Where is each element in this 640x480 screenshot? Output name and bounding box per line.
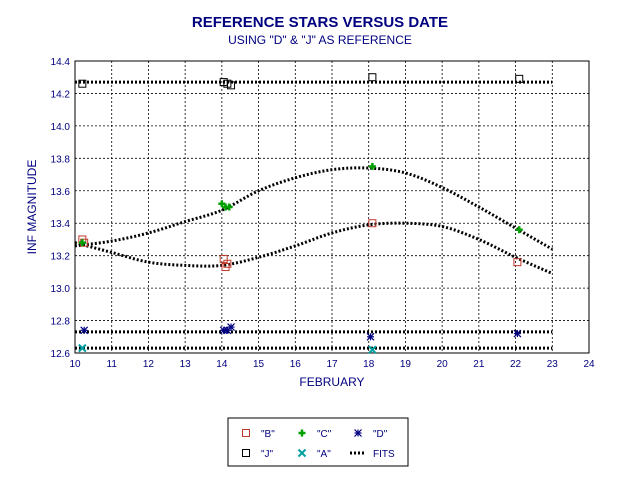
marker-square	[515, 74, 524, 83]
x-tick-label: 20	[437, 359, 449, 370]
legend-item: "D"	[354, 429, 388, 440]
y-tick-label: 12.6	[51, 349, 71, 360]
marker-square	[368, 219, 377, 228]
x-tick-label: 11	[107, 359, 118, 370]
legend-box	[227, 417, 409, 467]
x-tick-label: 23	[547, 359, 559, 370]
data-point	[227, 81, 236, 90]
fit-curve	[74, 166, 554, 251]
data-point	[368, 73, 377, 82]
y-tick-label: 14.2	[51, 89, 71, 100]
grid-lines	[75, 61, 589, 353]
x-tick-label: 12	[143, 359, 155, 370]
data-point	[78, 239, 86, 247]
x-tick-label: 10	[69, 359, 81, 370]
data-point	[513, 329, 522, 338]
data-point	[515, 226, 523, 234]
data-point	[513, 258, 522, 267]
y-tick-label: 13.4	[51, 219, 71, 230]
legend: "B" "C" "D" "J" "A" FITS	[227, 417, 409, 467]
data-point	[227, 323, 235, 331]
marker-x-b	[368, 345, 377, 354]
y-axis-ticks: 12.6 12.8 13.0 13.2 13.4 13.6 13.8 14.0 14.2 14.4	[51, 57, 71, 360]
data-point	[368, 345, 377, 354]
y-tick-label: 13.8	[51, 154, 71, 165]
legend-item: "A"	[297, 448, 331, 460]
legend-label: "D"	[373, 429, 388, 440]
legend-item: "J"	[242, 449, 274, 460]
marker-square	[223, 259, 232, 268]
marker-square	[368, 73, 377, 82]
data-point	[368, 219, 377, 228]
marker-square	[78, 79, 87, 88]
x-axis-label: FEBRUARY	[299, 375, 364, 389]
x-tick-label: 21	[473, 359, 485, 370]
x-tick-label: 17	[326, 359, 338, 370]
chart-subtitle: USING "D" & "J" AS REFERENCE	[228, 33, 412, 47]
plot-frame	[74, 60, 590, 354]
legend-label: "A"	[317, 449, 331, 460]
legend-swatch	[297, 448, 307, 458]
x-tick-label: 16	[290, 359, 302, 370]
data-point	[366, 332, 375, 341]
data-points	[78, 73, 524, 354]
legend-label: "J"	[261, 449, 274, 460]
data-point	[223, 259, 232, 268]
fit-curve	[74, 221, 553, 275]
legend-swatch	[242, 449, 250, 457]
x-tick-label: 14	[216, 359, 228, 370]
legend-label: "B"	[261, 429, 275, 440]
x-tick-label: 13	[180, 359, 192, 370]
data-point	[225, 203, 233, 211]
legend-item: FITS	[350, 449, 395, 460]
legend-swatch	[298, 429, 306, 437]
y-tick-label: 12.8	[51, 317, 71, 328]
legend-item: "B"	[242, 429, 275, 440]
legend-label: FITS	[373, 449, 395, 460]
marker-x-b	[297, 448, 307, 458]
legend-label: "C"	[317, 429, 332, 440]
x-tick-label: 18	[363, 359, 375, 370]
marker-square	[227, 81, 236, 90]
data-point	[218, 200, 226, 208]
y-tick-label: 13.2	[51, 252, 71, 263]
data-point	[368, 162, 376, 170]
marker-x-b	[78, 343, 87, 353]
marker-square	[242, 449, 250, 457]
data-point	[80, 326, 89, 335]
x-tick-label: 19	[400, 359, 412, 370]
x-tick-label: 15	[253, 359, 265, 370]
marker-square	[242, 429, 250, 437]
data-point	[78, 343, 87, 353]
y-tick-label: 13.6	[51, 187, 71, 198]
data-point	[515, 74, 524, 83]
fit-curves	[74, 80, 554, 350]
x-tick-label: 22	[510, 359, 522, 370]
legend-swatch	[242, 429, 250, 437]
y-tick-label: 13.0	[51, 284, 71, 295]
legend-item: "C"	[298, 429, 332, 440]
data-point	[78, 79, 87, 88]
y-axis-label: INF MAGNITUDE	[25, 160, 39, 255]
legend-swatch	[354, 429, 362, 437]
y-tick-label: 14.4	[51, 57, 71, 68]
x-axis-ticks: 10 11 12 13 14 15 16 17 18 19 20 21 22 23 24	[69, 359, 595, 370]
y-tick-label: 14.0	[51, 122, 71, 133]
chart-title: REFERENCE STARS VERSUS DATE	[191, 14, 449, 31]
x-tick-label: 24	[583, 359, 595, 370]
marker-square	[513, 258, 522, 267]
